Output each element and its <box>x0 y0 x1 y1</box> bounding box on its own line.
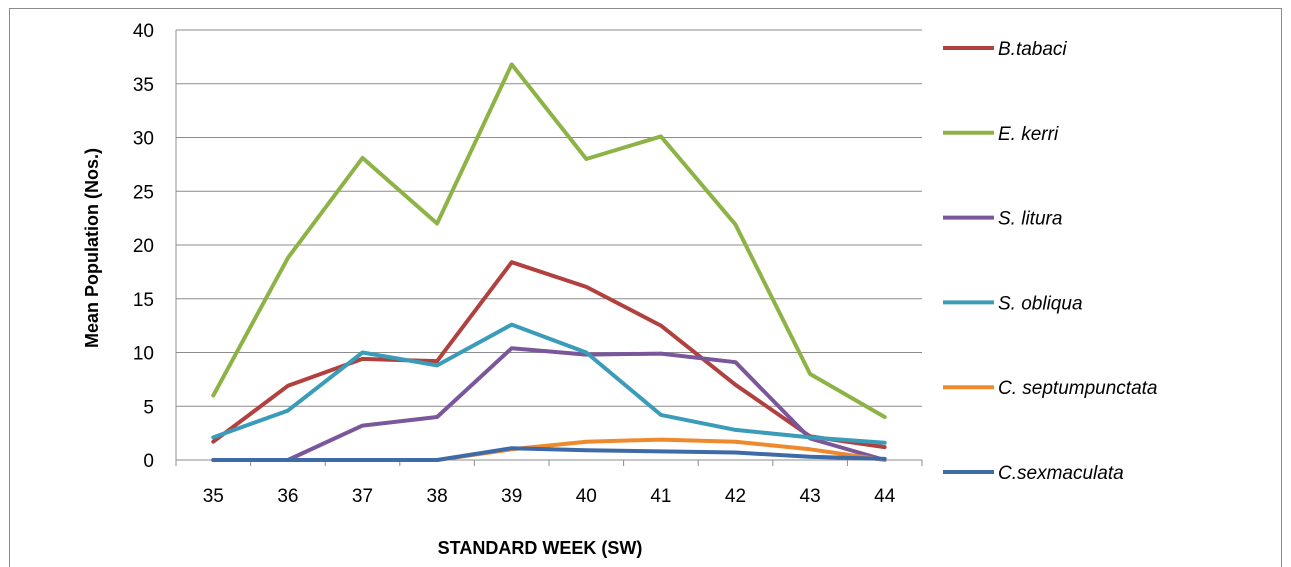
series-lines <box>211 62 887 462</box>
x-tick-label: 39 <box>501 486 522 507</box>
y-tick-label: 10 <box>133 344 154 365</box>
x-tick-label: 35 <box>203 486 224 507</box>
legend-label: S. litura <box>998 209 1062 230</box>
legend-label: C. septumpunctata <box>998 378 1157 399</box>
legend-label: B.tabaci <box>998 39 1067 60</box>
legend-label: E. kerri <box>998 124 1059 145</box>
y-tick-label: 0 <box>143 451 154 472</box>
x-axis-title: STANDARD WEEK (SW) <box>438 538 643 558</box>
series-line-e-kerri <box>211 62 887 419</box>
x-tick-label: 38 <box>427 486 448 507</box>
legend-label: S. obliqua <box>998 293 1083 314</box>
y-tick-label: 30 <box>133 129 154 150</box>
axes: 0 5 10 15 20 25 30 35 40 35 36 37 38 39 40 41 42 43 44 <box>133 21 923 507</box>
y-axis-title: Mean Population (Nos.) <box>82 148 102 348</box>
x-tick-label: 42 <box>725 486 746 507</box>
series-line-c-sexmaculata <box>211 446 887 462</box>
x-tick-label: 37 <box>352 486 373 507</box>
legend: B.tabaci E. kerri S. litura S. obliqua C. se… <box>943 39 1157 484</box>
x-tick-label: 44 <box>874 486 896 507</box>
y-tick-label: 15 <box>133 290 154 311</box>
x-tick-label: 36 <box>277 486 298 507</box>
y-tick-label: 25 <box>133 182 154 203</box>
x-tick-label: 43 <box>800 486 821 507</box>
y-tick-label: 35 <box>133 75 154 96</box>
y-tick-label: 40 <box>133 21 154 42</box>
legend-label: C.sexmaculata <box>998 463 1124 484</box>
x-tick-label: 40 <box>576 486 597 507</box>
chart-frame <box>9 8 1282 567</box>
x-tick-label: 41 <box>650 486 671 507</box>
y-tick-label: 20 <box>133 236 154 257</box>
y-tick-label: 5 <box>143 397 154 418</box>
series-line-s-obliqua <box>211 322 887 445</box>
series-line-s-litura <box>211 346 887 462</box>
series-line-b-tabaci <box>211 260 887 450</box>
gridlines <box>176 29 922 461</box>
